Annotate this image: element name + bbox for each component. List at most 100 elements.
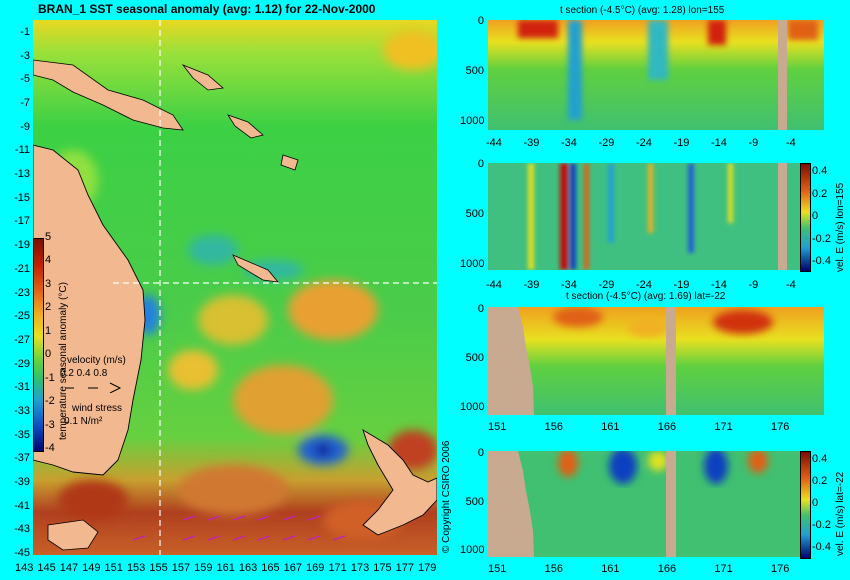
map-y-tick: -23 <box>14 286 30 299</box>
panel1-x-tick: -34 <box>561 279 577 291</box>
panel3-x-tick: 166 <box>657 563 677 575</box>
panel2-y-tick: 0 <box>477 303 484 315</box>
velocity-legend-scale: 0.2 0.4 0.8 <box>60 368 108 379</box>
map-y-tick: -13 <box>14 168 30 181</box>
map-x-tick: 151 <box>104 562 123 574</box>
wind-legend-scale: 0.1 N/m² <box>64 416 103 427</box>
panel-vel-lon <box>488 163 800 270</box>
map-x-tick: 177 <box>395 562 414 574</box>
panel3-x-tick: 151 <box>488 563 507 575</box>
map-x-tick: 153 <box>126 562 146 574</box>
map-y-tick: -37 <box>14 452 30 465</box>
panel0-x-tick: -4 <box>786 137 796 149</box>
map-y-tick: -25 <box>14 310 30 323</box>
panel0-x-tick: -39 <box>523 137 540 149</box>
map-x-tick: 143 <box>15 562 34 574</box>
map-x-tick: 165 <box>261 562 280 574</box>
map-x-tick: 179 <box>418 562 437 574</box>
map-x-tick: 169 <box>306 562 325 574</box>
panel1-colorbar-label: vel. E (m/s) lon=155 <box>835 182 846 272</box>
panel1-x-tick: -39 <box>523 279 540 291</box>
panel2-y-tick: 500 <box>465 352 484 364</box>
map-colorbar-tick: 1 <box>45 324 52 337</box>
map-y-tick: -45 <box>14 547 30 559</box>
panel1-x-tick: -9 <box>748 279 759 291</box>
panel1-x-tick: -14 <box>711 279 727 291</box>
panel3-colorbar-label: vel. E (m/s) lat=-22 <box>835 471 846 556</box>
panel0-x-tick: -24 <box>636 137 652 149</box>
map-x-tick: 175 <box>373 562 392 574</box>
new-britain <box>181 64 224 91</box>
panel2-x-tick: 156 <box>544 421 563 433</box>
panel1-colorbar-tick: -0.4 <box>812 255 831 267</box>
solomon-islands <box>227 114 264 139</box>
map-y-tick: -31 <box>14 381 30 394</box>
map-colorbar-tick: -2 <box>45 395 55 408</box>
panel1-colorbar <box>800 163 811 272</box>
panel3-x-tick: 176 <box>771 563 790 575</box>
panel0-y-tick: 500 <box>465 65 484 77</box>
map-colorbar-tick: -3 <box>45 418 55 431</box>
panel2-x-tick: 161 <box>601 421 620 433</box>
map-y-tick: -43 <box>14 523 30 536</box>
panel0-x-tick: -29 <box>598 137 615 149</box>
new-caledonia <box>232 254 279 283</box>
map-y-tick: -7 <box>20 97 30 110</box>
panel3-colorbar-tick: 0 <box>812 497 819 509</box>
panel0-svg <box>488 20 824 130</box>
map-y-tick: -5 <box>20 73 30 86</box>
map-x-tick: 161 <box>216 562 235 574</box>
map-y-tick: -9 <box>20 120 30 133</box>
panel0-x-tick: -14 <box>711 137 727 149</box>
australia-landmass <box>33 144 146 476</box>
map-y-tick: -11 <box>14 144 30 157</box>
png-landmass <box>33 59 184 131</box>
panel0-x-tick: -19 <box>673 137 690 149</box>
panel1-x-tick: -4 <box>786 279 796 291</box>
copyright-text: © Copyright CSIRO 2006 <box>441 440 452 553</box>
panel0-y-tick: 1000 <box>460 115 485 127</box>
map-svg <box>33 20 437 555</box>
panel2-x-tick: 171 <box>714 421 733 433</box>
panel3-y-tick: 1000 <box>460 544 485 556</box>
map-x-tick: 149 <box>82 562 101 574</box>
map-colorbar-tick: -4 <box>45 442 55 454</box>
panel1-svg <box>488 163 800 270</box>
panel1-x-tick: -29 <box>598 279 615 291</box>
map-y-tick: -3 <box>20 49 30 62</box>
map-y-tick: -29 <box>14 357 30 370</box>
map-colorbar-tick: 3 <box>45 277 52 290</box>
map-y-tick: -41 <box>14 499 30 512</box>
map-y-tick: -27 <box>14 333 30 346</box>
panel-vel-lat <box>488 451 800 557</box>
panel3-colorbar-tick: 0.2 <box>812 475 828 487</box>
velocity-arrows-svg <box>66 382 122 394</box>
map-colorbar-tick: 0 <box>45 348 52 361</box>
map-x-tick: 157 <box>171 562 191 574</box>
panel1-y-tick: 0 <box>477 158 484 170</box>
map-x-tick: 167 <box>283 562 303 574</box>
panel2-title: t section (-4.5°C) (avg: 1.69) lat=-22 <box>566 291 726 302</box>
panel0-title: t section (-4.5°C) (avg: 1.28) lon=155 <box>560 5 725 16</box>
panel3-colorbar-tick: 0.4 <box>812 453 828 465</box>
map-colorbar <box>33 238 44 452</box>
map-x-tick: 163 <box>238 562 258 574</box>
wind-legend-label: wind stress <box>72 403 123 414</box>
panel3-y-tick: 0 <box>477 447 484 459</box>
panel1-colorbar-tick: 0 <box>812 210 819 222</box>
velocity-legend-label: velocity (m/s) <box>67 355 126 366</box>
panel3-x-tick: 156 <box>544 563 563 575</box>
map-colorbar-tick: 5 <box>45 231 52 243</box>
panel2-x-tick: 176 <box>771 421 790 433</box>
panel3-y-tick: 500 <box>465 495 484 508</box>
panel3-x-tick: 161 <box>601 563 620 575</box>
map-x-tick: 147 <box>59 562 79 574</box>
map-y-tick: -39 <box>14 475 30 488</box>
sst-anomaly-map <box>33 20 437 555</box>
panel-t-lat <box>488 307 824 415</box>
map-colorbar-tick: 4 <box>45 254 52 267</box>
panel3-colorbar-tick: -0.4 <box>812 541 831 553</box>
map-colorbar-tick: -1 <box>45 371 55 384</box>
map-y-tick: -35 <box>14 428 30 441</box>
map-y-tick: -21 <box>14 262 30 275</box>
